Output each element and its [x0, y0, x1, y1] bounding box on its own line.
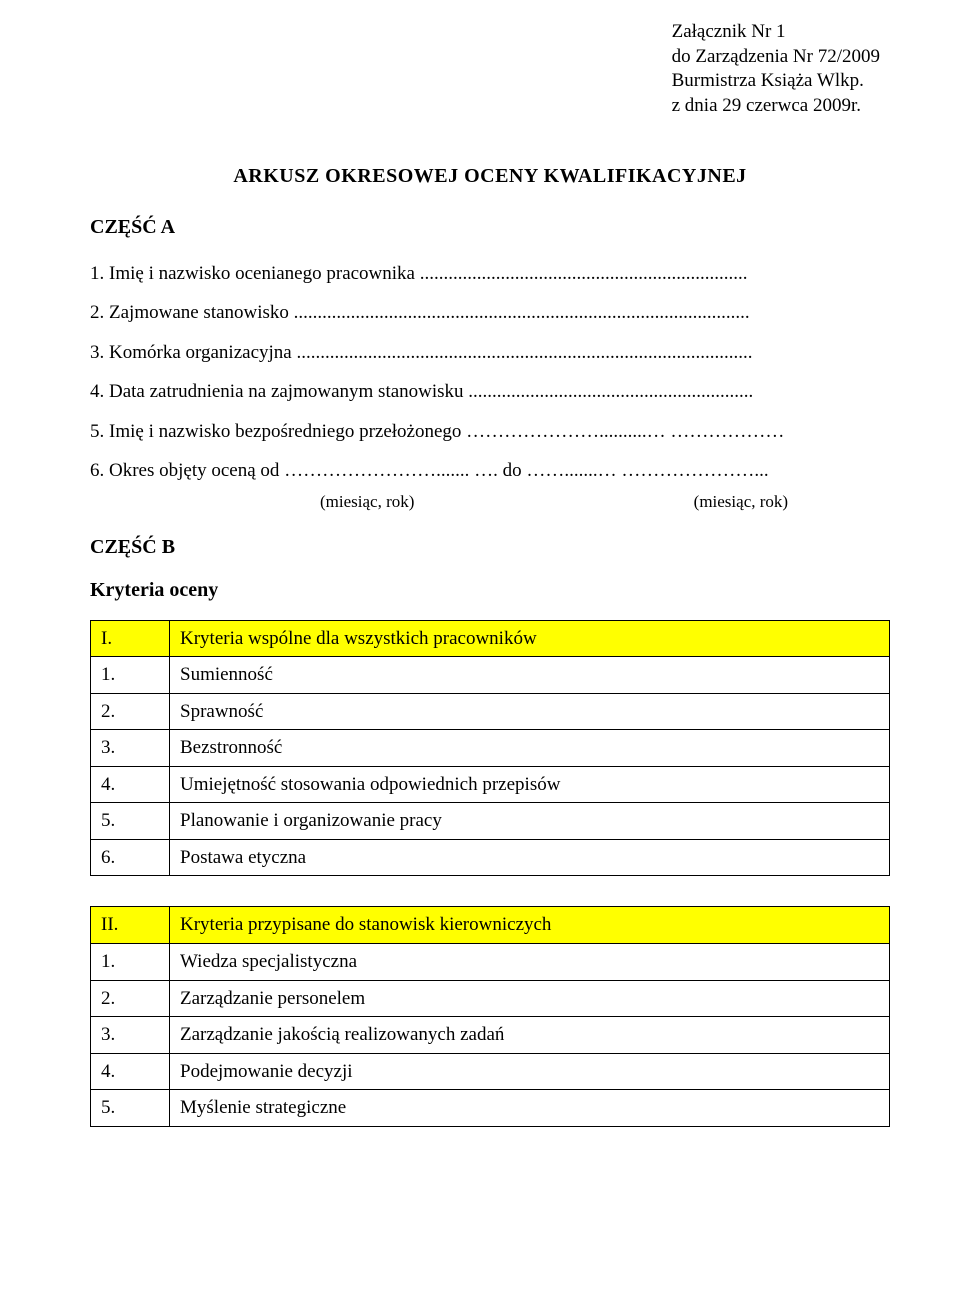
header-num: I.: [91, 620, 170, 657]
row-num: 3.: [91, 730, 170, 767]
criteria-subheading: Kryteria oceny: [90, 579, 890, 602]
header-text: Kryteria przypisane do stanowisk kierown…: [170, 907, 890, 944]
field-employment-date: 4. Data zatrudnienia na zajmowanym stano…: [90, 377, 890, 406]
month-labels: (miesiąc, rok) (miesiąc, rok): [90, 492, 890, 512]
table-row: 2. Sprawność: [91, 693, 890, 730]
row-text: Postawa etyczna: [170, 839, 890, 876]
attachment-block: Załącznik Nr 1 do Zarządzenia Nr 72/2009…: [672, 20, 880, 119]
row-num: 1.: [91, 657, 170, 694]
part-b-label: CZĘŚĆ B: [90, 536, 890, 559]
row-num: 4.: [91, 766, 170, 803]
row-text: Sumienność: [170, 657, 890, 694]
table-row: I. Kryteria wspólne dla wszystkich praco…: [91, 620, 890, 657]
field-supervisor: 5. Imię i nazwisko bezpośredniego przeło…: [90, 417, 890, 446]
row-num: 5.: [91, 803, 170, 840]
criteria-table-2: II. Kryteria przypisane do stanowisk kie…: [90, 906, 890, 1126]
header-text: Kryteria wspólne dla wszystkich pracowni…: [170, 620, 890, 657]
attachment-line-3: Burmistrza Książa Wlkp.: [672, 69, 880, 94]
row-num: 1.: [91, 944, 170, 981]
row-text: Myślenie strategiczne: [170, 1090, 890, 1127]
attachment-line-4: z dnia 29 czerwca 2009r.: [672, 94, 880, 119]
field-unit: 3. Komórka organizacyjna ...............…: [90, 338, 890, 367]
page: Załącznik Nr 1 do Zarządzenia Nr 72/2009…: [0, 0, 960, 1305]
row-text: Zarządzanie personelem: [170, 980, 890, 1017]
table-row: 3. Bezstronność: [91, 730, 890, 767]
field-period: 6. Okres objęty oceną od …………………….......…: [90, 456, 890, 485]
row-text: Podejmowanie decyzji: [170, 1053, 890, 1090]
row-num: 3.: [91, 1017, 170, 1054]
attachment-line-2: do Zarządzenia Nr 72/2009: [672, 45, 880, 70]
table-row: II. Kryteria przypisane do stanowisk kie…: [91, 907, 890, 944]
row-num: 2.: [91, 980, 170, 1017]
row-text: Umiejętność stosowania odpowiednich prze…: [170, 766, 890, 803]
row-text: Sprawność: [170, 693, 890, 730]
month-label-from: (miesiąc, rok): [320, 492, 414, 512]
field-position: 2. Zajmowane stanowisko ................…: [90, 298, 890, 327]
part-a-label: CZĘŚĆ A: [90, 216, 890, 239]
header-num: II.: [91, 907, 170, 944]
document-title: ARKUSZ OKRESOWEJ OCENY KWALIFIKACYJNEJ: [90, 165, 890, 188]
row-num: 6.: [91, 839, 170, 876]
row-text: Wiedza specjalistyczna: [170, 944, 890, 981]
row-text: Zarządzanie jakością realizowanych zadań: [170, 1017, 890, 1054]
month-label-to: (miesiąc, rok): [694, 492, 788, 512]
field-name: 1. Imię i nazwisko ocenianego pracownika…: [90, 259, 890, 288]
table-row: 6. Postawa etyczna: [91, 839, 890, 876]
criteria-table-1: I. Kryteria wspólne dla wszystkich praco…: [90, 620, 890, 877]
attachment-line-1: Załącznik Nr 1: [672, 20, 880, 45]
table-row: 4. Podejmowanie decyzji: [91, 1053, 890, 1090]
table-row: 5. Myślenie strategiczne: [91, 1090, 890, 1127]
row-text: Planowanie i organizowanie pracy: [170, 803, 890, 840]
table-row: 4. Umiejętność stosowania odpowiednich p…: [91, 766, 890, 803]
row-num: 2.: [91, 693, 170, 730]
row-text: Bezstronność: [170, 730, 890, 767]
table-row: 1. Sumienność: [91, 657, 890, 694]
table-row: 3. Zarządzanie jakością realizowanych za…: [91, 1017, 890, 1054]
row-num: 4.: [91, 1053, 170, 1090]
table-row: 1. Wiedza specjalistyczna: [91, 944, 890, 981]
table-row: 2. Zarządzanie personelem: [91, 980, 890, 1017]
row-num: 5.: [91, 1090, 170, 1127]
table-row: 5. Planowanie i organizowanie pracy: [91, 803, 890, 840]
